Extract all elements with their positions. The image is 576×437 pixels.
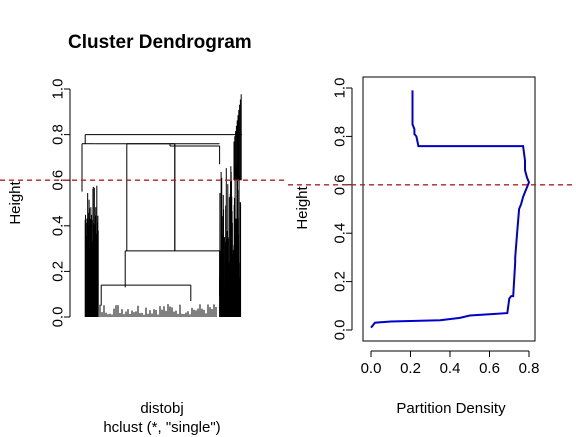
density-x-tick-label: 0.8 (519, 360, 540, 377)
density-y-tick-label: 0.8 (331, 126, 348, 147)
dendrogram-y-tick-label: 0.2 (49, 261, 66, 282)
dendrogram-y-label: Height (7, 180, 24, 224)
dendrogram-y-tick-label: 0.8 (49, 124, 66, 145)
density-line (370, 90, 531, 329)
density-plot-frame (362, 76, 536, 342)
density-x-tick-label: 0.6 (479, 360, 500, 377)
dendrogram-y-tick-label: 0.0 (49, 307, 66, 328)
density-x-label: Partition Density (396, 400, 506, 417)
density-x-tick-label: 0.0 (361, 360, 382, 377)
density-y-tick-label: 0.0 (331, 320, 348, 341)
density-y-tick-label: 0.2 (331, 271, 348, 292)
dendrogram-tree (81, 94, 242, 317)
density-x-tick-label: 0.4 (440, 360, 461, 377)
dendrogram-subtitle: hclust (*, "single") (103, 419, 220, 436)
density-y-axis: 0.0 0.2 0.4 0.6 0.8 1.0 (331, 78, 353, 341)
dendrogram-y-axis: 0.00.20.40.60.81.0 (49, 79, 71, 328)
density-series (370, 90, 531, 329)
dendrogram-y-tick-label: 0.4 (49, 215, 66, 236)
density-y-tick-label: 1.0 (331, 78, 348, 99)
density-x-tick-label: 0.2 (400, 360, 421, 377)
density-y-label: Height (294, 185, 311, 229)
density-y-tick-label: 0.6 (331, 174, 348, 195)
density-panel: 0.0 0.2 0.4 0.6 0.8 0.0 0.2 0.4 0.6 0.8 1.0 Heigh… (294, 76, 540, 417)
dendrogram-title: Cluster Dendrogram (68, 32, 252, 53)
density-y-tick-label: 0.4 (331, 223, 348, 244)
dendrogram-y-tick-label: 1.0 (49, 79, 66, 100)
dendrogram-x-label: distobj (140, 400, 183, 417)
density-x-axis: 0.0 0.2 0.4 0.6 0.8 (361, 350, 540, 377)
dendrogram-panel: Cluster Dendrogram 0.00.20.40.60.81.0 He… (7, 32, 252, 436)
